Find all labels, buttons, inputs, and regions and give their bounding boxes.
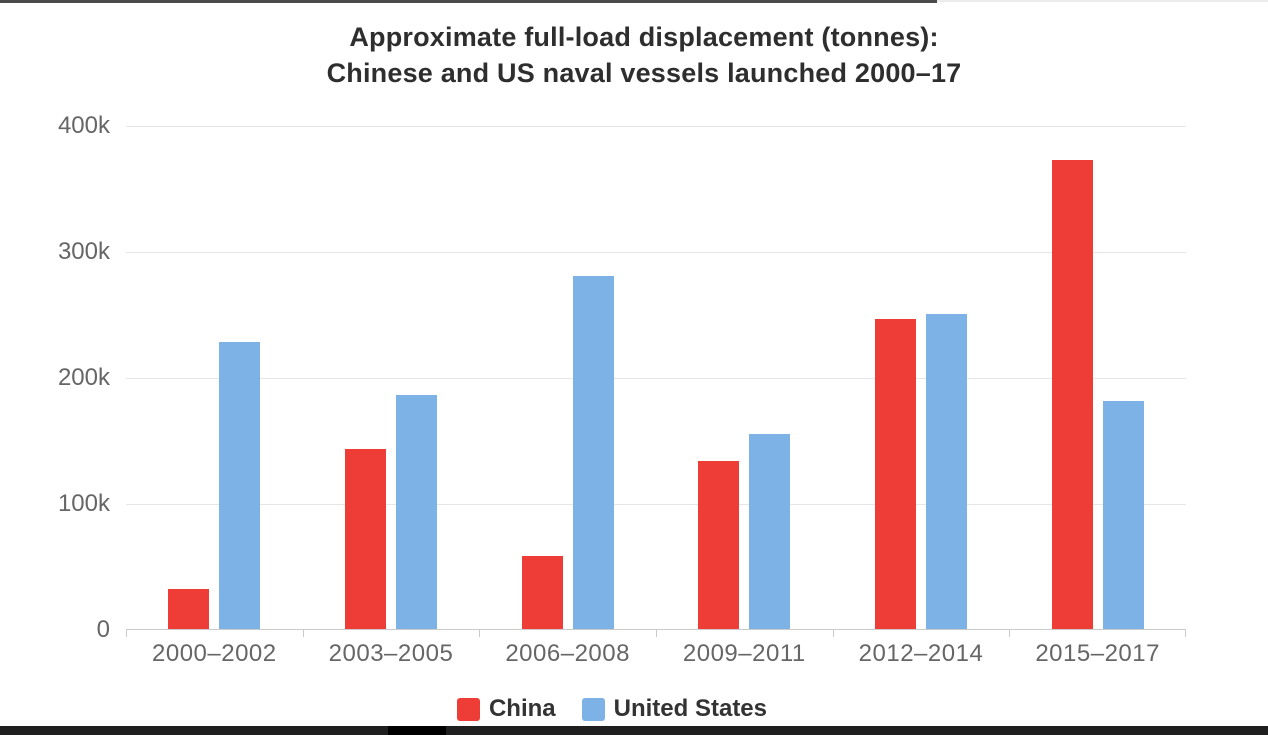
bar-united-states-2006-2008[interactable] (572, 276, 614, 629)
y-axis-label-0: 0 (96, 616, 110, 643)
plot-area: 0 100k 200k 300k 400k 2000–2002 2003–2005 2006–… (58, 113, 1186, 667)
gridline-300k (126, 252, 1186, 253)
bar-china-2012-2014[interactable] (875, 319, 916, 629)
x-axis-tick (479, 629, 481, 637)
x-axis-tick (126, 629, 127, 637)
legend-swatch-china (456, 697, 480, 721)
gridline-400k (126, 126, 1186, 127)
x-axis-label-2006-2008: 2006–2008 (505, 640, 630, 667)
bar-china-2006-2008[interactable] (521, 555, 563, 629)
top-edge-bar (0, 0, 937, 3)
legend-item-china[interactable]: China (456, 695, 556, 722)
bar-china-2015-2017[interactable] (1051, 160, 1093, 629)
top-edge-bar-light (937, 0, 1268, 2)
x-axis-label-2000-2002: 2000–2002 (152, 640, 277, 667)
bottom-edge-logo (388, 726, 446, 735)
chart-title-line-1: Approximate full-load displacement (tonn… (349, 22, 939, 52)
x-axis-label-2012-2014: 2012–2014 (858, 640, 984, 667)
bar-china-2009-2011[interactable] (698, 461, 740, 629)
y-axis-label-400k: 400k (57, 112, 110, 139)
chart-title-line-2: Chinese and US naval vessels launched 20… (326, 58, 962, 88)
y-axis-label-200k: 200k (57, 364, 110, 391)
x-axis-tick (832, 629, 834, 637)
y-axis-label-100k: 100k (57, 490, 110, 517)
gridline-100k (126, 504, 1186, 505)
bar-china-2000-2002[interactable] (168, 588, 210, 629)
gridline-200k (126, 378, 1186, 379)
x-axis-label-2003-2005: 2003–2005 (328, 640, 454, 667)
legend-item-united-states[interactable]: United States (581, 695, 768, 722)
x-axis-label-2015-2017: 2015–2017 (1035, 640, 1160, 667)
legend: China United States (0, 696, 1246, 722)
legend-swatch-united-states (581, 697, 605, 721)
x-axis-tick (1185, 629, 1186, 637)
bar-united-states-2000-2002[interactable] (219, 341, 261, 629)
bar-china-2003-2005[interactable] (345, 448, 386, 629)
y-axis-label-300k: 300k (57, 238, 110, 265)
bar-united-states-2015-2017[interactable] (1102, 400, 1144, 629)
x-axis-label-2009-2011: 2009–2011 (682, 640, 806, 667)
bar-united-states-2009-2011[interactable] (749, 433, 791, 629)
x-axis-tick (656, 629, 657, 637)
bar-united-states-2012-2014[interactable] (926, 314, 967, 629)
bottom-edge-bar (0, 726, 1268, 735)
legend-label-united-states: United States (613, 695, 768, 722)
x-axis-tick (1009, 629, 1011, 637)
bar-united-states-2003-2005[interactable] (396, 394, 437, 629)
legend-label-china: China (488, 695, 556, 722)
x-axis-tick (302, 629, 304, 637)
